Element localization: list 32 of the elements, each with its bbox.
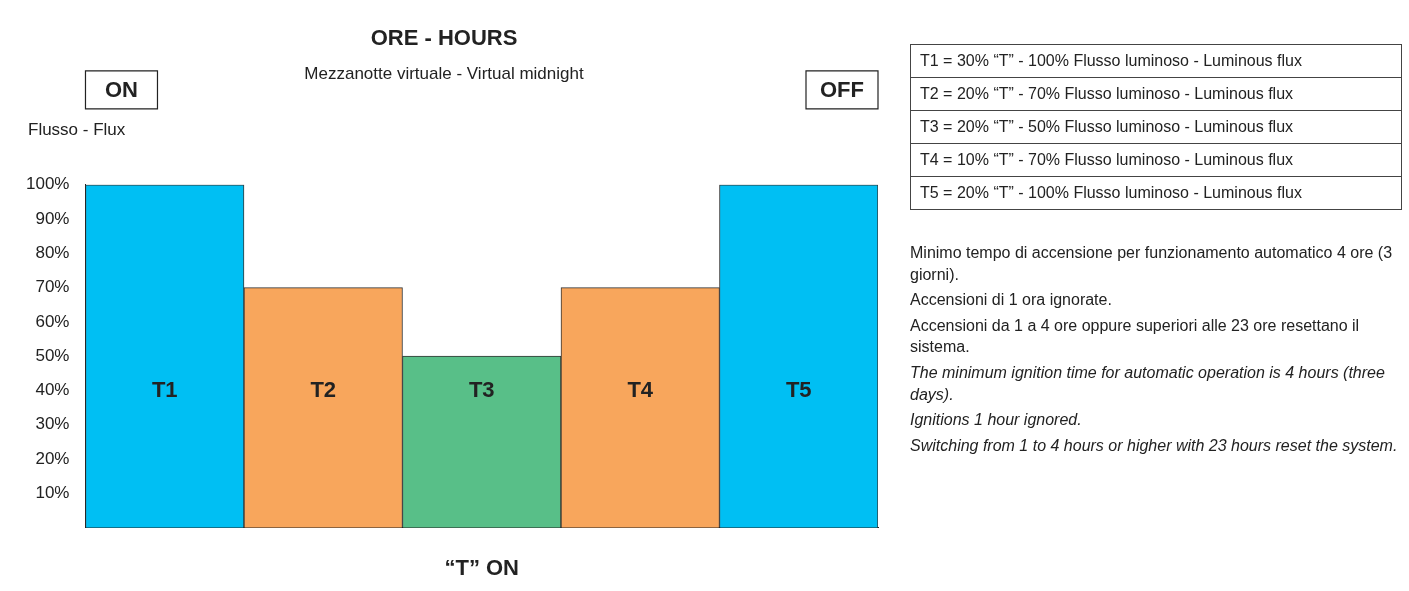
x-tick-label: T4 bbox=[627, 376, 654, 402]
text: T5 = 20% “T” - 100% Flusso luminoso - Luminous flux bbox=[910, 176, 1402, 210]
text: T1 = 30% “T” - 100% Flusso luminoso - Luminous flux bbox=[910, 44, 1402, 78]
y-tick-label: 40% bbox=[35, 380, 70, 400]
text: OFF bbox=[820, 76, 864, 102]
chart-subtitle: Mezzanotte virtuale - Virtual midnight bbox=[304, 64, 584, 84]
y-tick-label: 30% bbox=[35, 414, 70, 434]
text: T3 = 20% “T” - 50% Flusso luminoso - Luminous flux bbox=[910, 110, 1402, 144]
text: Accensioni di 1 ora ignorate. bbox=[910, 290, 1113, 311]
x-tick-label: T2 bbox=[310, 376, 337, 402]
y-tick-label: 80% bbox=[35, 243, 70, 263]
y-axis-title: Flusso - Flux bbox=[28, 120, 126, 140]
text: The minimum ignition time for automatic operation is 4 hours (three days). bbox=[910, 362, 1386, 405]
y-tick-label: 90% bbox=[35, 208, 70, 228]
y-tick-label: 10% bbox=[35, 483, 70, 503]
text: ON bbox=[104, 76, 138, 102]
y-tick-label: 50% bbox=[35, 345, 70, 365]
x-tick-label: T3 bbox=[468, 376, 495, 402]
chart-title: ORE - HOURS bbox=[370, 25, 518, 51]
y-tick-label: 60% bbox=[35, 311, 70, 331]
text: Switching from 1 to 4 hours or higher with 23 hours reset the system. bbox=[910, 435, 1399, 456]
text: Ignitions 1 hour ignored. bbox=[910, 410, 1083, 431]
text: T2 = 20% “T” - 70% Flusso luminoso - Luminous flux bbox=[910, 77, 1402, 111]
x-tick-label: T5 bbox=[785, 376, 812, 402]
y-tick-label: 100% bbox=[26, 174, 70, 194]
text: Accensioni da 1 a 4 ore oppure superiori alle 23 ore resettano il sistema. bbox=[910, 315, 1361, 358]
text: Minimo tempo di accensione per funzionamento automatico 4 ore (3 giorni). bbox=[910, 243, 1394, 285]
y-tick-label: 70% bbox=[35, 277, 70, 297]
y-tick-label: 20% bbox=[35, 448, 70, 468]
x-tick-label: T1 bbox=[151, 376, 178, 402]
x-axis-title: “T” ON bbox=[444, 554, 520, 580]
text: T4 = 10% “T” - 70% Flusso luminoso - Luminous flux bbox=[910, 143, 1402, 177]
